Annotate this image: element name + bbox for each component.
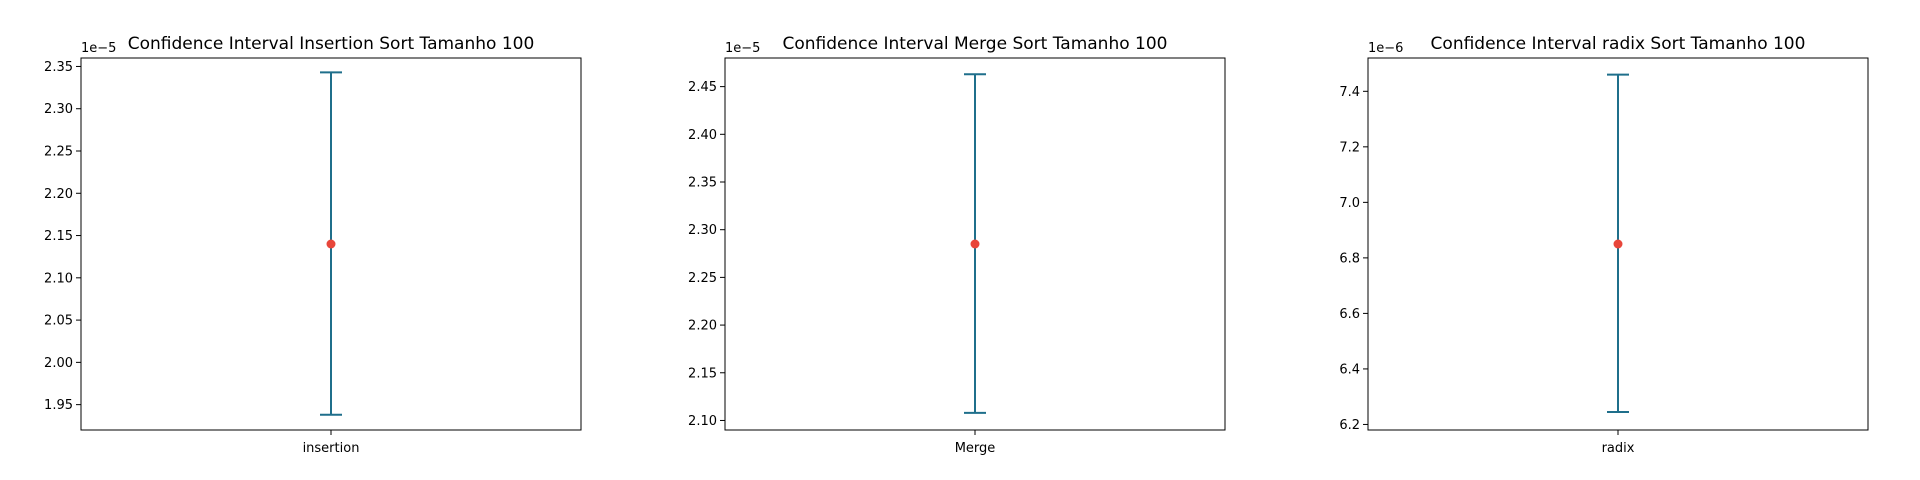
y-tick-label: 1.95 xyxy=(44,398,73,413)
axis-offset-label: 1e−5 xyxy=(81,41,116,56)
y-tick-label: 2.10 xyxy=(44,271,73,286)
y-tick-label: 2.15 xyxy=(44,229,73,244)
y-tick-label: 2.25 xyxy=(688,271,717,286)
chart-panel-1: Confidence Interval Insertion Sort Taman… xyxy=(44,34,582,456)
chart-panel-2: Confidence Interval Merge Sort Tamanho 1… xyxy=(688,34,1226,456)
mean-point xyxy=(1613,239,1623,249)
y-tick-label: 2.35 xyxy=(44,60,73,75)
y-tick-label: 2.10 xyxy=(688,414,717,429)
y-tick-label: 2.00 xyxy=(44,356,73,371)
y-tick-label: 2.30 xyxy=(44,102,73,117)
axis-offset-label: 1e−5 xyxy=(725,41,760,56)
x-tick-label: radix xyxy=(1602,441,1635,456)
mean-point xyxy=(326,239,336,249)
chart-title: Confidence Interval Merge Sort Tamanho 1… xyxy=(783,34,1168,54)
y-tick-label: 2.35 xyxy=(688,176,717,191)
chart-panel-3: Confidence Interval radix Sort Tamanho 1… xyxy=(1339,34,1869,456)
mean-point xyxy=(970,239,980,249)
y-tick-label: 2.45 xyxy=(688,80,717,95)
y-tick-label: 6.4 xyxy=(1339,362,1360,377)
y-tick-label: 2.15 xyxy=(688,366,717,381)
y-tick-label: 2.30 xyxy=(688,223,717,238)
y-tick-label: 7.0 xyxy=(1339,196,1360,211)
chart-title: Confidence Interval radix Sort Tamanho 1… xyxy=(1431,34,1806,54)
x-tick-label: insertion xyxy=(303,441,360,456)
chart-title: Confidence Interval Insertion Sort Taman… xyxy=(128,34,535,54)
y-tick-label: 6.2 xyxy=(1339,418,1360,433)
y-tick-label: 7.4 xyxy=(1339,85,1360,100)
y-tick-label: 2.20 xyxy=(44,187,73,202)
y-tick-label: 6.6 xyxy=(1339,307,1360,322)
axis-offset-label: 1e−6 xyxy=(1368,41,1403,56)
y-tick-label: 2.25 xyxy=(44,145,73,160)
y-tick-label: 7.2 xyxy=(1339,140,1360,155)
y-tick-label: 6.8 xyxy=(1339,251,1360,266)
y-tick-label: 2.20 xyxy=(688,319,717,334)
x-tick-label: Merge xyxy=(955,441,996,456)
y-tick-label: 2.40 xyxy=(688,128,717,143)
y-tick-label: 2.05 xyxy=(44,314,73,329)
